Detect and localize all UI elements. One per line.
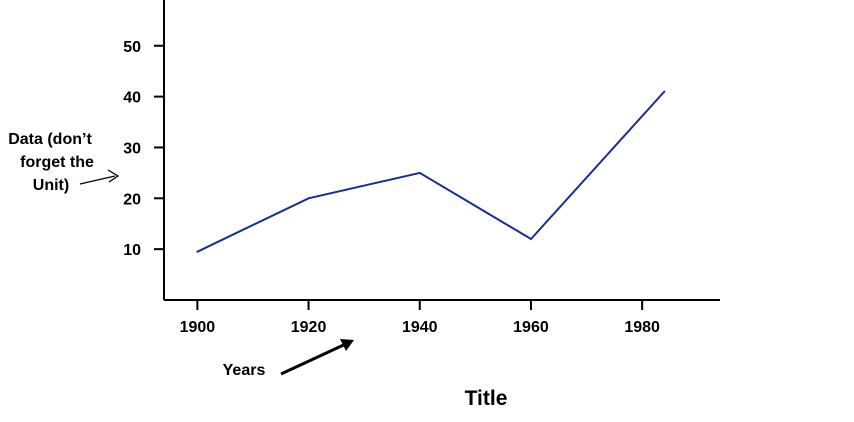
data-point	[663, 90, 666, 93]
x-tick-label: 1920	[291, 319, 327, 336]
data-point	[196, 250, 199, 253]
x-axis-label: Years	[223, 362, 266, 379]
y-tick-label: 30	[123, 140, 141, 157]
y-axis-label-line-2: forget the	[20, 154, 94, 171]
data-point	[418, 171, 421, 174]
series-group	[196, 90, 666, 253]
y-axis-label-line-1: Data (don’t	[8, 131, 92, 148]
y-label-arrow-icon	[79, 169, 120, 185]
x-tick-label: 1980	[624, 319, 660, 336]
x-ticks: 1900 1920 1940 1960 1980	[180, 300, 660, 336]
y-tick-label: 10	[123, 242, 141, 259]
y-tick-label: 50	[123, 39, 141, 56]
x-label-arrow-icon	[280, 339, 354, 376]
x-tick-label: 1940	[402, 319, 438, 336]
x-tick-label: 1900	[180, 319, 216, 336]
y-tick-label: 20	[123, 191, 141, 208]
series-line	[196, 90, 666, 253]
x-tick-label: 1960	[513, 319, 549, 336]
data-point	[307, 197, 310, 200]
y-axis-label-line-3: Unit)	[33, 177, 69, 194]
chart-title: Title	[465, 387, 508, 410]
y-ticks: 10 20 30 40 50	[123, 39, 164, 259]
y-tick-label: 40	[123, 90, 141, 107]
data-point	[529, 237, 532, 240]
